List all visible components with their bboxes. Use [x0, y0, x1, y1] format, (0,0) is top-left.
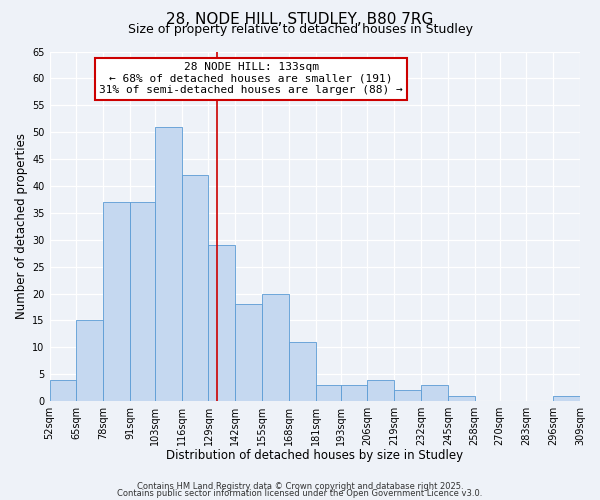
Bar: [235, 304, 262, 401]
Bar: [50, 380, 76, 401]
Text: Size of property relative to detached houses in Studley: Size of property relative to detached ho…: [128, 22, 473, 36]
Text: Contains public sector information licensed under the Open Government Licence v3: Contains public sector information licen…: [118, 489, 482, 498]
Text: 28 NODE HILL: 133sqm
← 68% of detached houses are smaller (191)
31% of semi-deta: 28 NODE HILL: 133sqm ← 68% of detached h…: [99, 62, 403, 95]
Bar: [182, 175, 208, 401]
Bar: [421, 385, 448, 401]
Bar: [208, 245, 235, 401]
Bar: [448, 396, 475, 401]
Bar: [76, 320, 103, 401]
Text: Contains HM Land Registry data © Crown copyright and database right 2025.: Contains HM Land Registry data © Crown c…: [137, 482, 463, 491]
Bar: [316, 385, 341, 401]
Bar: [341, 385, 367, 401]
X-axis label: Distribution of detached houses by size in Studley: Distribution of detached houses by size …: [166, 450, 463, 462]
Bar: [367, 380, 394, 401]
Bar: [262, 294, 289, 401]
Bar: [155, 127, 182, 401]
Text: 28, NODE HILL, STUDLEY, B80 7RG: 28, NODE HILL, STUDLEY, B80 7RG: [166, 12, 434, 28]
Bar: [103, 202, 130, 401]
Bar: [289, 342, 316, 401]
Bar: [394, 390, 421, 401]
Y-axis label: Number of detached properties: Number of detached properties: [15, 134, 28, 320]
Bar: [130, 202, 155, 401]
Bar: [553, 396, 580, 401]
